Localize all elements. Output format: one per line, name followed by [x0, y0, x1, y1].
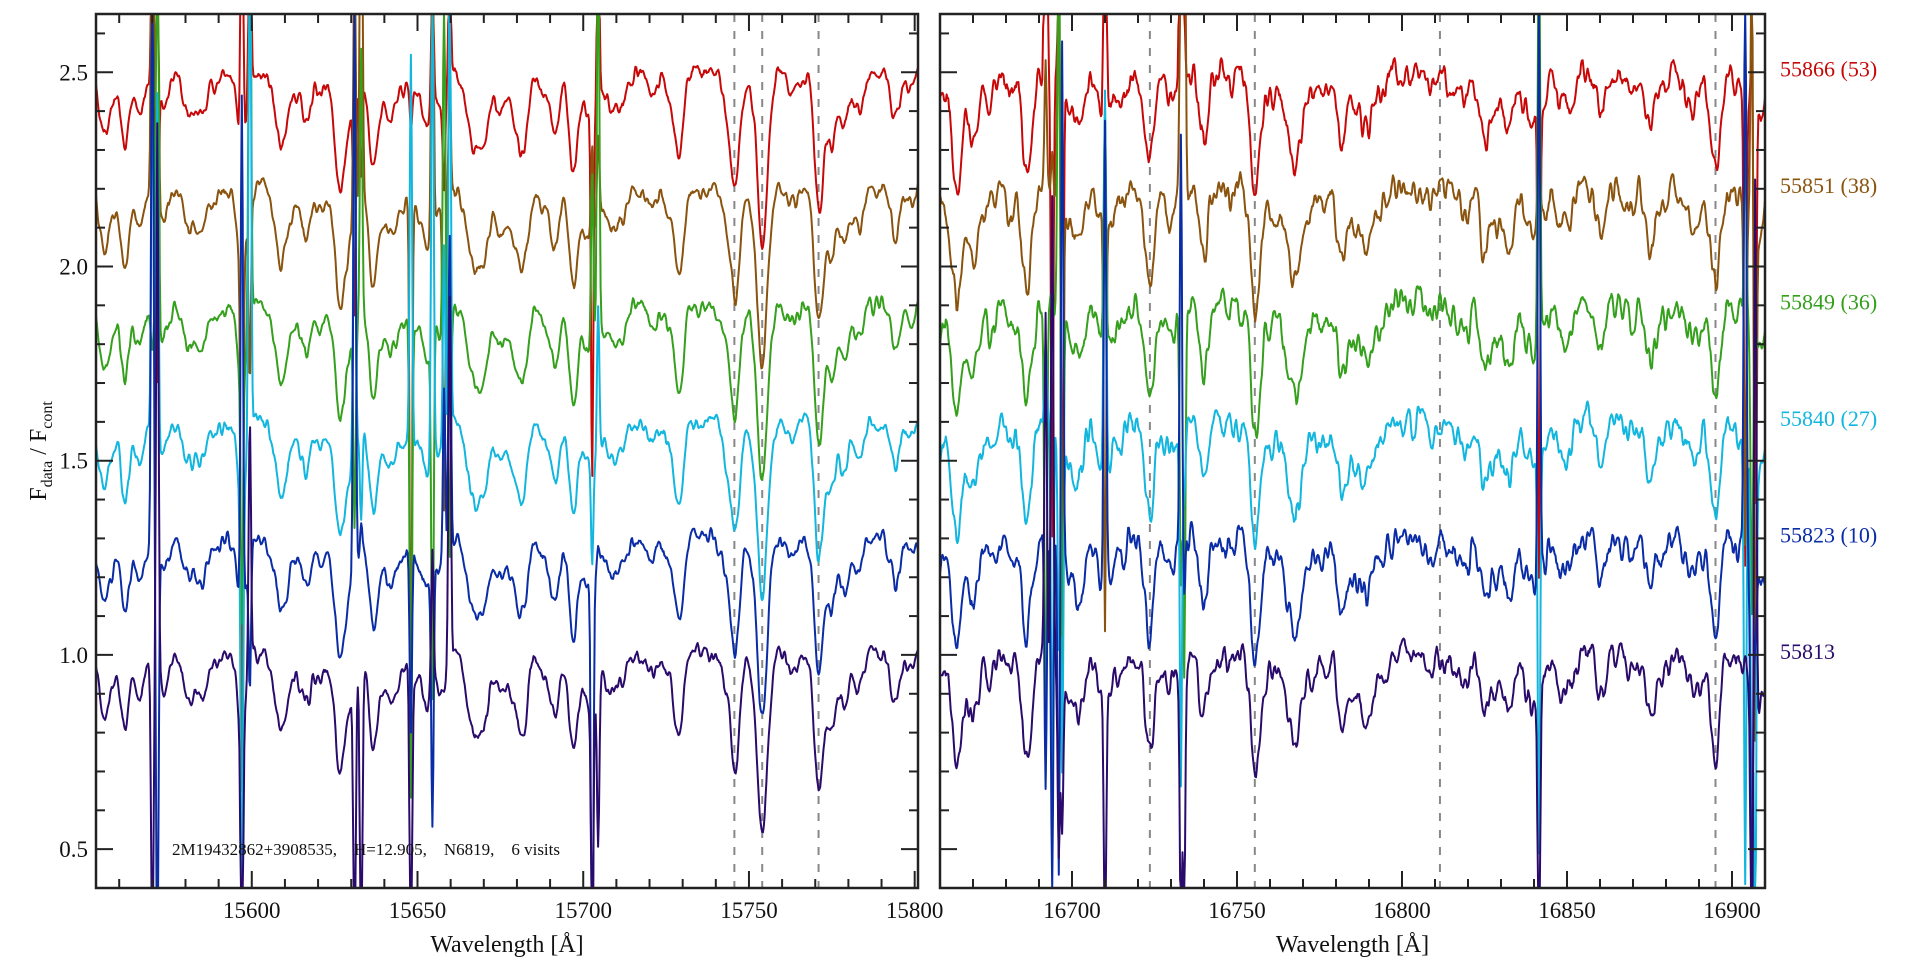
- x-tick-label: 15600: [223, 898, 281, 923]
- y-axis-title-sep: / F: [26, 429, 52, 461]
- x-tick-label: 16900: [1703, 898, 1761, 923]
- y-axis-title-f1: F: [26, 487, 52, 500]
- series-label-55849: 55849 (36): [1780, 289, 1877, 314]
- spectrum-55840-line: [96, 14, 918, 888]
- spectrum-55823-line: [940, 14, 1765, 888]
- x-tick-label: 15650: [389, 898, 447, 923]
- y-tick-label: 2.0: [59, 254, 88, 279]
- x-tick-label: 16850: [1538, 898, 1596, 923]
- plot-frame: [94, 12, 920, 890]
- spectrum-55813-line: [96, 122, 918, 888]
- x-tick-label: 16800: [1373, 898, 1431, 923]
- spectra: [940, 14, 1765, 888]
- plot-frame: [938, 12, 1767, 890]
- star-annotation: 2M19432862+3908535, H=12.905, N6819, 6 v…: [172, 840, 560, 859]
- spectrum-55866-line: [940, 14, 1765, 579]
- spectrum-55823-line: [96, 14, 918, 888]
- x-tick-label: 15700: [554, 898, 612, 923]
- spectrum-55849-line: [940, 14, 1765, 779]
- series-labels: 55813 55823 (10) 55840 (27) 55849 (36) 55851…: [1780, 56, 1877, 664]
- y-axis-title: Fdata / Fcont: [26, 401, 56, 501]
- series-label-55851: 55851 (38): [1780, 173, 1877, 198]
- left-panel: 15600 15650 15700 15750 15800 Wavelength [Å] 0…: [59, 12, 944, 958]
- series-label-55823: 55823 (10): [1780, 523, 1877, 548]
- x-tick-label: 16700: [1043, 898, 1101, 923]
- x-axis-title: Wavelength [Å]: [430, 932, 583, 958]
- x-tick-label: 15750: [720, 898, 778, 923]
- x-tick-label: 15800: [886, 898, 944, 923]
- y-tick-label: 1.0: [59, 643, 88, 668]
- y-tick-label: 2.5: [59, 60, 88, 85]
- y-axis-title-sub2: cont: [39, 401, 56, 429]
- spectrum-55840-line: [940, 89, 1765, 888]
- spectrum-55866-line: [96, 14, 918, 477]
- y-tick-label: 1.5: [59, 449, 88, 474]
- spectrum-55851-line: [96, 14, 918, 792]
- series-label-55813: 55813: [1780, 639, 1835, 664]
- spectra: [96, 14, 918, 888]
- series-label-55840: 55840 (27): [1780, 406, 1877, 431]
- series-label-55866: 55866 (53): [1780, 56, 1877, 81]
- y-tick-label: 0.5: [59, 837, 88, 862]
- spectrum-55813-line: [940, 178, 1765, 888]
- spectrum-55849-line: [96, 14, 918, 799]
- x-tick-label: 16750: [1208, 898, 1266, 923]
- y-axis-title-sub1: data: [39, 461, 56, 488]
- spectrum-55851-line: [940, 14, 1765, 742]
- right-panel: 16700 16750 16800 16850 16900 Wavelength [Å]: [938, 12, 1767, 958]
- x-axis-title: Wavelength [Å]: [1276, 932, 1429, 958]
